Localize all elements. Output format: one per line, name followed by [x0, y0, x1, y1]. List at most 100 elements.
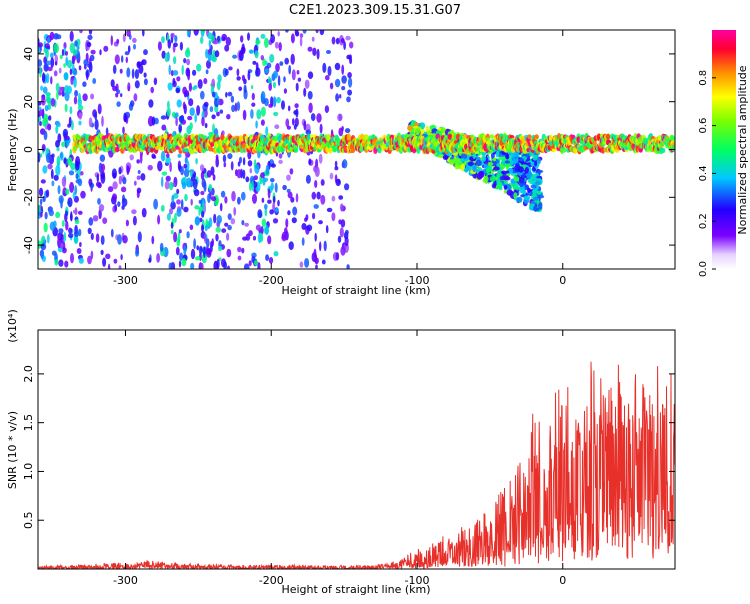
heatmap-cell: [275, 63, 280, 73]
heatmap-cell: [240, 35, 244, 43]
heatmap-cell: [232, 54, 238, 59]
heatmap-cell: [50, 76, 53, 85]
heatmap-cell: [74, 219, 80, 225]
heatmap-cell: [194, 216, 200, 226]
heatmap-cell: [316, 191, 321, 200]
heatmap-cell: [101, 115, 104, 127]
heatmap-cell: [195, 158, 198, 165]
heatmap-cell: [114, 203, 117, 212]
heatmap-cell: [190, 262, 195, 269]
heatmap-cell: [168, 64, 171, 75]
y-tick-label: 0: [22, 146, 35, 153]
heatmap-cell: [297, 77, 302, 82]
heatmap-cell: [299, 33, 304, 38]
heatmap-cell: [193, 238, 197, 250]
heatmap-cell: [181, 258, 187, 267]
heatmap-cell: [227, 153, 233, 160]
heatmap-cell: [184, 193, 188, 202]
heatmap-cell: [131, 209, 137, 215]
heatmap-cell: [487, 162, 494, 166]
heatmap-cell: [225, 91, 228, 98]
heatmap-cell: [136, 175, 141, 180]
heatmap-cell: [307, 71, 314, 79]
heatmap-cell: [176, 99, 182, 108]
heatmap-cell: [227, 91, 233, 97]
heatmap-cell: [442, 155, 449, 160]
heatmap-cell: [223, 162, 227, 168]
heatmap-cell: [122, 235, 128, 244]
heatmap-cell: [42, 165, 48, 174]
heatmap-cell: [295, 193, 299, 203]
heatmap-cell: [344, 128, 351, 134]
heatmap-cell: [67, 197, 73, 208]
heatmap-cell: [504, 160, 511, 164]
heatmap-cell: [198, 207, 201, 216]
heatmap-cell: [88, 217, 94, 226]
heatmap-cell: [264, 203, 268, 210]
heatmap-cell: [268, 257, 274, 264]
heatmap-cell: [245, 176, 250, 183]
heatmap-cell: [335, 93, 339, 102]
heatmap-cell: [90, 250, 94, 260]
heatmap-cell: [123, 112, 127, 123]
heatmap-cell: [329, 172, 334, 180]
heatmap-cell: [57, 133, 62, 143]
heatmap-cell: [168, 181, 174, 191]
heatmap-cell: [339, 94, 342, 99]
heatmap-cell: [127, 45, 131, 53]
heatmap-cell: [270, 163, 276, 168]
heatmap-cell: [175, 116, 178, 127]
heatmap-cell: [47, 123, 52, 131]
heatmap-cell: [237, 161, 241, 167]
heatmap-cell: [201, 210, 205, 218]
heatmap-cell: [286, 188, 291, 193]
heatmap-cell: [192, 178, 198, 190]
heatmap-cell: [254, 164, 260, 174]
heatmap-cell: [205, 247, 212, 256]
heatmap-cell: [289, 168, 294, 175]
heatmap-cell: [207, 32, 213, 40]
heatmap-cell: [156, 253, 161, 263]
heatmap-cell: [118, 265, 122, 269]
heatmap-cell: [161, 50, 166, 59]
heatmap-cell: [536, 190, 542, 195]
heatmap-cell: [226, 232, 230, 241]
heatmap-cell: [255, 67, 261, 77]
x-tick-label: -200: [259, 574, 284, 587]
heatmap-cell: [255, 224, 261, 231]
heatmap-cell: [103, 45, 109, 52]
heatmap-cell: [184, 156, 188, 164]
heatmap-cell: [530, 184, 537, 189]
heatmap-cell: [68, 116, 72, 127]
heatmap-cell: [521, 173, 526, 179]
heatmap-cell: [176, 237, 181, 247]
heatmap-cell: [281, 100, 285, 110]
x-tick-label: 0: [559, 274, 566, 287]
heatmap-cell: [45, 189, 50, 198]
heatmap-cell: [260, 106, 266, 117]
heatmap-cell: [437, 154, 444, 159]
heatmap-cell: [237, 196, 241, 205]
heatmap-cell: [264, 68, 270, 74]
heatmap-cell: [168, 262, 172, 269]
heatmap-cell: [226, 248, 232, 258]
heatmap-cell: [292, 118, 295, 126]
heatmap-cell: [73, 230, 79, 237]
heatmap-cell: [124, 51, 130, 56]
snr-frame: [37, 329, 676, 570]
heatmap-cell: [262, 177, 269, 183]
heatmap-cell: [157, 214, 161, 225]
heatmap-cell: [153, 198, 159, 210]
heatmap-cell: [202, 201, 205, 212]
heatmap-cell: [520, 194, 525, 198]
heatmap-cell: [240, 46, 246, 55]
heatmap-cell: [198, 199, 202, 204]
heatmap-cell: [178, 260, 182, 268]
heatmap-cell: [307, 90, 313, 100]
heatmap-cell: [273, 251, 279, 257]
heatmap-cell: [92, 78, 97, 84]
heatmap-cell: [244, 222, 250, 227]
heatmap-cell: [278, 42, 282, 52]
heatmap-cell: [505, 153, 510, 160]
heatmap-cell: [140, 173, 146, 181]
